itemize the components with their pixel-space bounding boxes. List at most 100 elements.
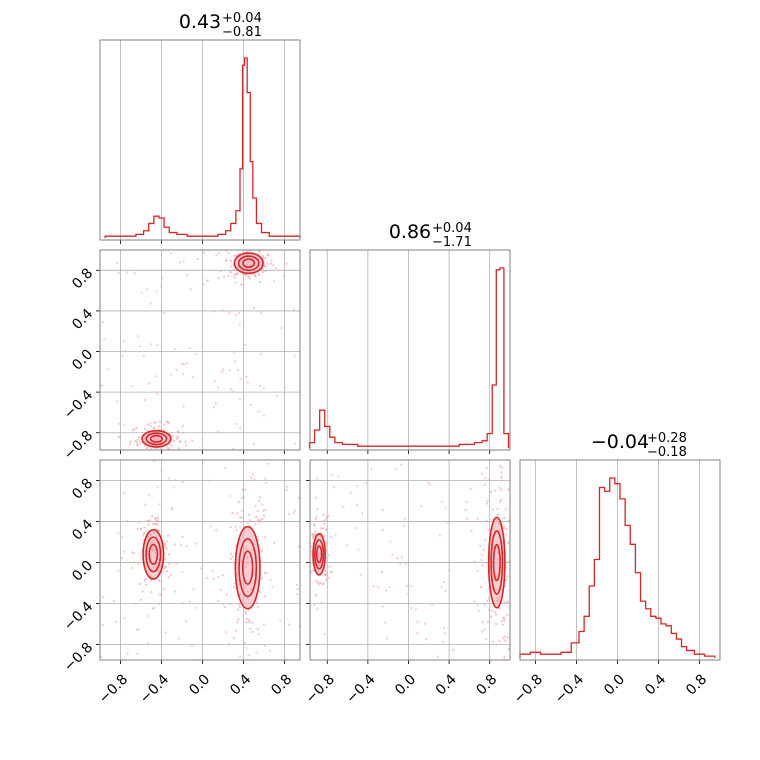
scatter-point (118, 422, 121, 425)
scatter-point (225, 258, 228, 261)
scatter-p1-p2-contour-1-2 (149, 434, 163, 443)
scatter-point (117, 532, 120, 535)
scatter-p1-p3-bg (100, 460, 300, 660)
scatter-point (177, 637, 180, 640)
scatter-point (505, 578, 508, 582)
scatter-point (112, 599, 115, 603)
scatter-point (506, 575, 509, 578)
title-p2: 0.86 (389, 221, 431, 243)
scatter-point (403, 518, 406, 521)
scatter-point (158, 579, 161, 583)
scatter-point (328, 565, 331, 568)
scatter-point (143, 526, 146, 529)
scatter-point (170, 444, 173, 447)
scatter-point (257, 410, 260, 413)
scatter-point (494, 611, 497, 614)
scatter-p1-p3-contour-0-2 (241, 550, 254, 585)
scatter-point (146, 423, 150, 426)
scatter-point (154, 421, 157, 424)
scatter-point (481, 621, 484, 624)
scatter-point (135, 628, 139, 631)
scatter-point (213, 310, 216, 313)
scatter-point (154, 375, 157, 378)
scatter-point (240, 516, 244, 519)
scatter-point (245, 646, 248, 649)
scatter-point (168, 562, 171, 565)
scatter-point (163, 423, 166, 426)
scatter-point (132, 561, 136, 564)
scatter-point (261, 503, 264, 506)
scatter-point (479, 545, 482, 548)
scatter-point (382, 605, 385, 608)
scatter-point (238, 655, 242, 658)
scatter-point (149, 343, 152, 346)
scatter-point (131, 567, 134, 570)
scatter-point (258, 384, 262, 388)
scatter-point (414, 608, 418, 611)
scatter-point (229, 526, 232, 529)
axis-x-p2-xlabel-0: −0.8 (303, 671, 338, 706)
scatter-point (498, 465, 502, 468)
scatter-point (498, 486, 501, 489)
scatter-point (507, 519, 510, 522)
scatter-point (345, 543, 349, 547)
scatter-point (481, 563, 484, 567)
scatter-point (394, 467, 397, 470)
scatter-point (489, 615, 493, 618)
scatter-point (237, 500, 241, 503)
scatter-point (431, 603, 434, 607)
scatter-point (146, 429, 149, 432)
scatter-point (181, 424, 184, 428)
scatter-point (240, 283, 243, 286)
scatter-point (262, 623, 266, 626)
scatter-point (487, 528, 490, 531)
scatter-point (273, 541, 276, 545)
scatter-point (505, 601, 508, 604)
scatter-point (400, 463, 403, 466)
scatter-point (177, 447, 180, 450)
scatter-point (126, 271, 129, 274)
hist-p1-step (104, 57, 301, 238)
scatter-point (253, 478, 256, 481)
scatter-point (380, 570, 384, 574)
scatter-point (498, 500, 502, 503)
scatter-point (149, 579, 153, 582)
scatter-point (500, 477, 503, 480)
scatter-point (332, 486, 335, 489)
scatter-point (402, 525, 406, 528)
scatter-point (171, 434, 174, 438)
scatter-point (448, 569, 451, 572)
scatter-point (246, 381, 249, 384)
scatter-point (234, 254, 237, 257)
scatter-point (263, 571, 267, 575)
scatter-point (156, 516, 160, 519)
scatter-point (140, 291, 143, 294)
scatter-point (356, 485, 359, 488)
scatter-point (423, 622, 427, 625)
scatter-point (247, 275, 250, 279)
scatter-point (248, 277, 251, 280)
scatter-point (323, 522, 326, 525)
scatter-point (239, 521, 242, 524)
scatter-point (255, 601, 259, 604)
scatter-point (262, 509, 265, 512)
scatter-point (321, 527, 325, 530)
scatter-point (156, 344, 159, 347)
scatter-point (101, 623, 104, 626)
scatter-point (388, 585, 391, 589)
scatter-point (464, 508, 467, 512)
scatter-point (138, 441, 142, 444)
scatter-point (194, 353, 197, 356)
scatter-point (285, 262, 288, 265)
scatter-point (117, 570, 120, 573)
scatter-point (233, 273, 236, 276)
scatter-point (252, 442, 255, 445)
scatter-point (498, 640, 501, 643)
scatter-point (257, 499, 261, 502)
scatter-p2-p3-contour-0-1 (490, 530, 504, 595)
scatter-point (219, 269, 222, 273)
scatter-point (185, 444, 188, 447)
scatter-point (504, 508, 507, 511)
scatter-point (236, 608, 239, 611)
